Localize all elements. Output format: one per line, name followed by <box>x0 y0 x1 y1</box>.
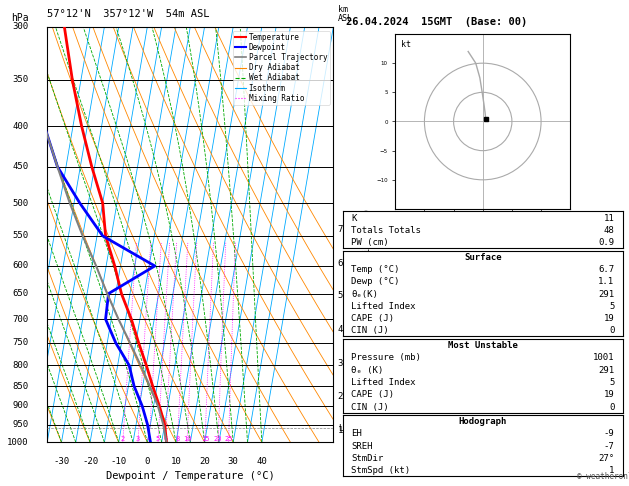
Text: CAPE (J): CAPE (J) <box>351 314 394 323</box>
Text: CIN (J): CIN (J) <box>351 402 389 412</box>
Text: Most Unstable: Most Unstable <box>448 341 518 350</box>
Text: 3: 3 <box>136 436 140 442</box>
Text: 550: 550 <box>13 231 28 241</box>
Text: 48: 48 <box>604 226 615 235</box>
Text: 4: 4 <box>147 436 151 442</box>
Text: 0: 0 <box>609 327 615 335</box>
Text: 26.04.2024  15GMT  (Base: 00): 26.04.2024 15GMT (Base: 00) <box>346 17 527 27</box>
Text: 8: 8 <box>175 436 179 442</box>
Text: 700: 700 <box>13 314 28 324</box>
Text: 15: 15 <box>201 436 209 442</box>
Text: 2: 2 <box>121 436 125 442</box>
Text: Totals Totals: Totals Totals <box>351 226 421 235</box>
Legend: Temperature, Dewpoint, Parcel Trajectory, Dry Adiabat, Wet Adiabat, Isotherm, Mi: Temperature, Dewpoint, Parcel Trajectory… <box>233 31 330 105</box>
Text: 850: 850 <box>13 382 28 391</box>
Text: Lifted Index: Lifted Index <box>351 302 416 311</box>
Text: 400: 400 <box>13 122 28 131</box>
Text: PW (cm): PW (cm) <box>351 238 389 247</box>
Text: 5: 5 <box>338 291 343 300</box>
Text: 6: 6 <box>164 436 167 442</box>
Text: 950: 950 <box>13 420 28 429</box>
Text: 0.9: 0.9 <box>598 238 615 247</box>
Text: 20: 20 <box>214 436 222 442</box>
Text: K: K <box>351 214 357 223</box>
Text: Pressure (mb): Pressure (mb) <box>351 353 421 363</box>
Text: -20: -20 <box>82 457 98 466</box>
Text: Temp (°C): Temp (°C) <box>351 265 399 274</box>
Text: 5: 5 <box>156 436 160 442</box>
Text: 1000: 1000 <box>7 438 28 447</box>
Text: © weatheronline.co.uk: © weatheronline.co.uk <box>577 472 629 481</box>
Text: 900: 900 <box>13 401 28 410</box>
Text: 750: 750 <box>13 338 28 347</box>
Text: 11: 11 <box>604 214 615 223</box>
Text: Dewpoint / Temperature (°C): Dewpoint / Temperature (°C) <box>106 471 275 481</box>
Text: 5: 5 <box>609 302 615 311</box>
Text: -30: -30 <box>53 457 70 466</box>
Text: 4: 4 <box>338 325 343 334</box>
Text: 30: 30 <box>228 457 238 466</box>
Text: 3: 3 <box>338 359 343 367</box>
Text: -10: -10 <box>111 457 127 466</box>
Text: 10: 10 <box>183 436 191 442</box>
Text: EH: EH <box>351 430 362 438</box>
Text: 1001: 1001 <box>593 353 615 363</box>
Text: θₑ(K): θₑ(K) <box>351 290 378 299</box>
Text: 7: 7 <box>338 225 343 234</box>
Text: 300: 300 <box>13 22 28 31</box>
Text: LCL: LCL <box>338 424 353 433</box>
Text: 1: 1 <box>338 426 343 435</box>
Text: 0: 0 <box>145 457 150 466</box>
Text: Mixing Ratio (g/kg): Mixing Ratio (g/kg) <box>363 208 372 303</box>
Text: -7: -7 <box>604 442 615 451</box>
Text: 500: 500 <box>13 199 28 208</box>
Text: hPa: hPa <box>11 13 28 22</box>
Text: km
ASL: km ASL <box>338 4 353 22</box>
Text: 25: 25 <box>225 436 233 442</box>
Text: 1.1: 1.1 <box>598 278 615 286</box>
Text: 27°: 27° <box>598 454 615 463</box>
Text: 6.7: 6.7 <box>598 265 615 274</box>
Text: 19: 19 <box>604 390 615 399</box>
Text: 650: 650 <box>13 289 28 298</box>
Text: 450: 450 <box>13 162 28 171</box>
Text: StmSpd (kt): StmSpd (kt) <box>351 466 410 475</box>
Text: Lifted Index: Lifted Index <box>351 378 416 387</box>
Text: 6: 6 <box>338 259 343 268</box>
Text: -9: -9 <box>604 430 615 438</box>
Text: 800: 800 <box>13 361 28 370</box>
Text: 0: 0 <box>609 402 615 412</box>
Text: Dewp (°C): Dewp (°C) <box>351 278 399 286</box>
Text: 19: 19 <box>604 314 615 323</box>
Text: 5: 5 <box>609 378 615 387</box>
Text: 1: 1 <box>609 466 615 475</box>
Text: 291: 291 <box>598 290 615 299</box>
Text: 600: 600 <box>13 261 28 270</box>
Text: 20: 20 <box>199 457 210 466</box>
Text: 350: 350 <box>13 75 28 85</box>
Text: Surface: Surface <box>464 253 501 262</box>
Text: 10: 10 <box>170 457 181 466</box>
Text: CIN (J): CIN (J) <box>351 327 389 335</box>
Text: StmDir: StmDir <box>351 454 384 463</box>
Text: 57°12'N  357°12'W  54m ASL: 57°12'N 357°12'W 54m ASL <box>47 9 209 19</box>
Text: 291: 291 <box>598 365 615 375</box>
Text: kt: kt <box>401 40 411 49</box>
Text: 2: 2 <box>338 392 343 401</box>
Text: Hodograph: Hodograph <box>459 417 507 426</box>
Text: SREH: SREH <box>351 442 373 451</box>
Text: CAPE (J): CAPE (J) <box>351 390 394 399</box>
Text: θₑ (K): θₑ (K) <box>351 365 384 375</box>
Text: 40: 40 <box>257 457 267 466</box>
